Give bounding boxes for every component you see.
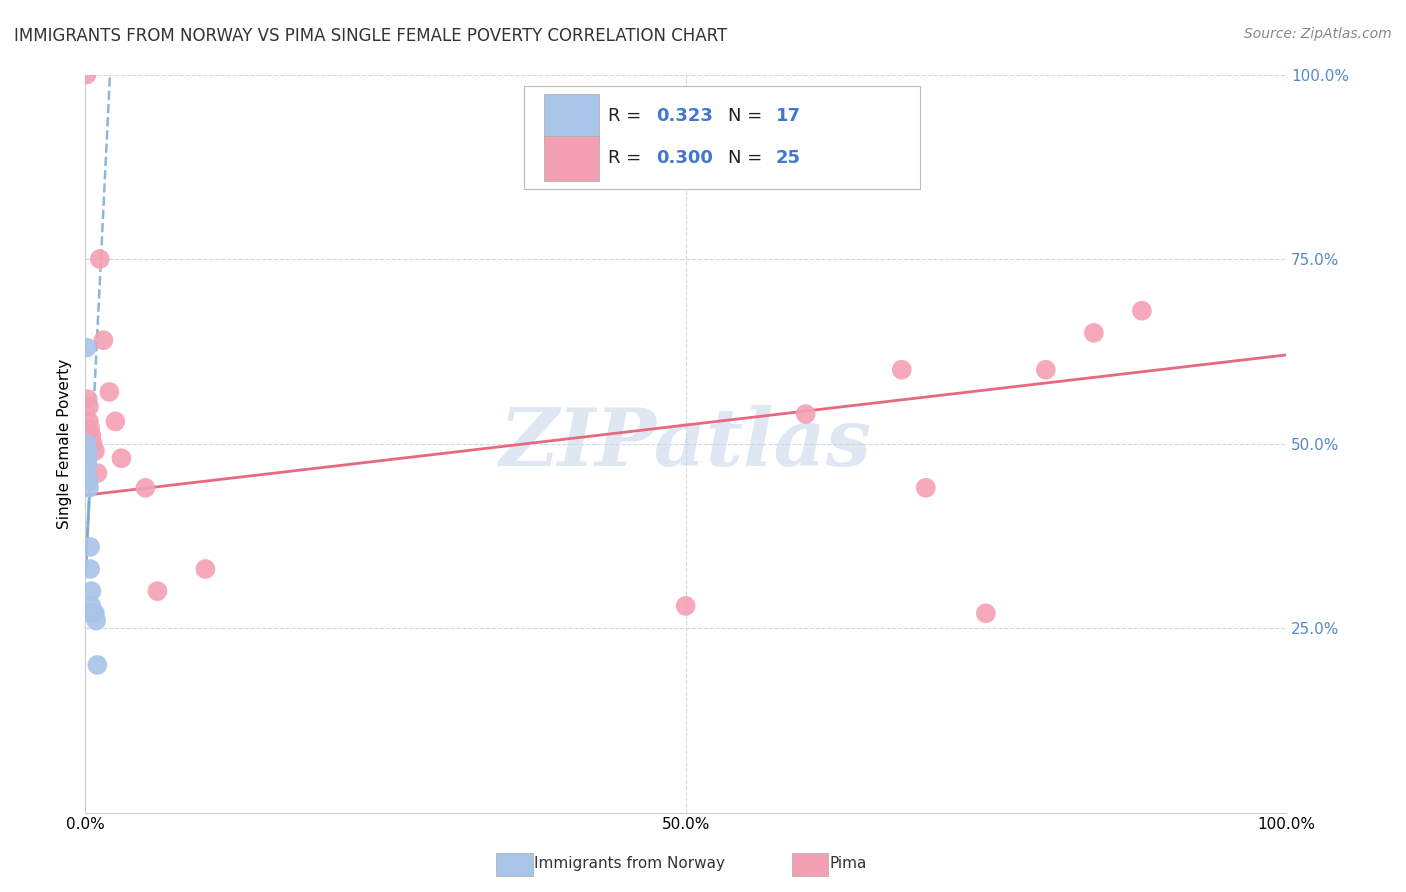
Text: 0.323: 0.323: [655, 107, 713, 125]
Point: [76, 458, 98, 473]
Point: [1035, 362, 1057, 376]
Point: [794, 407, 817, 421]
Text: R =: R =: [607, 149, 647, 168]
Point: [76, 444, 98, 458]
Point: [1083, 326, 1105, 340]
Point: [77, 400, 100, 414]
Text: 0.300: 0.300: [655, 149, 713, 168]
Y-axis label: Single Female Poverty: Single Female Poverty: [58, 359, 72, 529]
Text: Pima: Pima: [830, 856, 868, 871]
Point: [194, 562, 217, 576]
Text: IMMIGRANTS FROM NORWAY VS PIMA SINGLE FEMALE POVERTY CORRELATION CHART: IMMIGRANTS FROM NORWAY VS PIMA SINGLE FE…: [14, 27, 727, 45]
Point: [675, 599, 697, 613]
Point: [80, 607, 103, 621]
Point: [93, 333, 115, 347]
Text: 17: 17: [776, 107, 800, 125]
Text: N =: N =: [728, 107, 768, 125]
Point: [79, 422, 101, 436]
Point: [134, 481, 156, 495]
FancyBboxPatch shape: [544, 136, 599, 181]
Point: [1130, 303, 1153, 318]
Point: [82, 436, 104, 450]
Point: [76, 392, 98, 407]
Point: [80, 599, 103, 613]
Point: [86, 466, 108, 480]
Text: N =: N =: [728, 149, 768, 168]
Point: [86, 657, 108, 672]
Point: [79, 562, 101, 576]
Point: [890, 362, 912, 376]
Point: [76, 341, 98, 355]
Text: R =: R =: [607, 107, 647, 125]
Point: [76, 451, 98, 466]
Point: [79, 540, 101, 554]
Text: ZIPatlas: ZIPatlas: [499, 405, 872, 483]
Point: [82, 607, 104, 621]
Point: [76, 68, 98, 82]
FancyBboxPatch shape: [544, 94, 599, 138]
Point: [77, 481, 100, 495]
Point: [84, 614, 107, 628]
Point: [914, 481, 936, 495]
Point: [98, 384, 121, 399]
Point: [80, 429, 103, 443]
Text: 25: 25: [776, 149, 800, 168]
Point: [76, 436, 98, 450]
Text: Source: ZipAtlas.com: Source: ZipAtlas.com: [1244, 27, 1392, 41]
Point: [974, 607, 997, 621]
Point: [77, 414, 100, 428]
Point: [80, 584, 103, 599]
Point: [110, 451, 132, 466]
Point: [84, 444, 107, 458]
Point: [104, 414, 127, 428]
Point: [77, 474, 100, 488]
Point: [84, 607, 107, 621]
Point: [146, 584, 169, 599]
Point: [89, 252, 111, 266]
Point: [83, 607, 105, 621]
FancyBboxPatch shape: [523, 86, 920, 189]
Text: Immigrants from Norway: Immigrants from Norway: [534, 856, 725, 871]
